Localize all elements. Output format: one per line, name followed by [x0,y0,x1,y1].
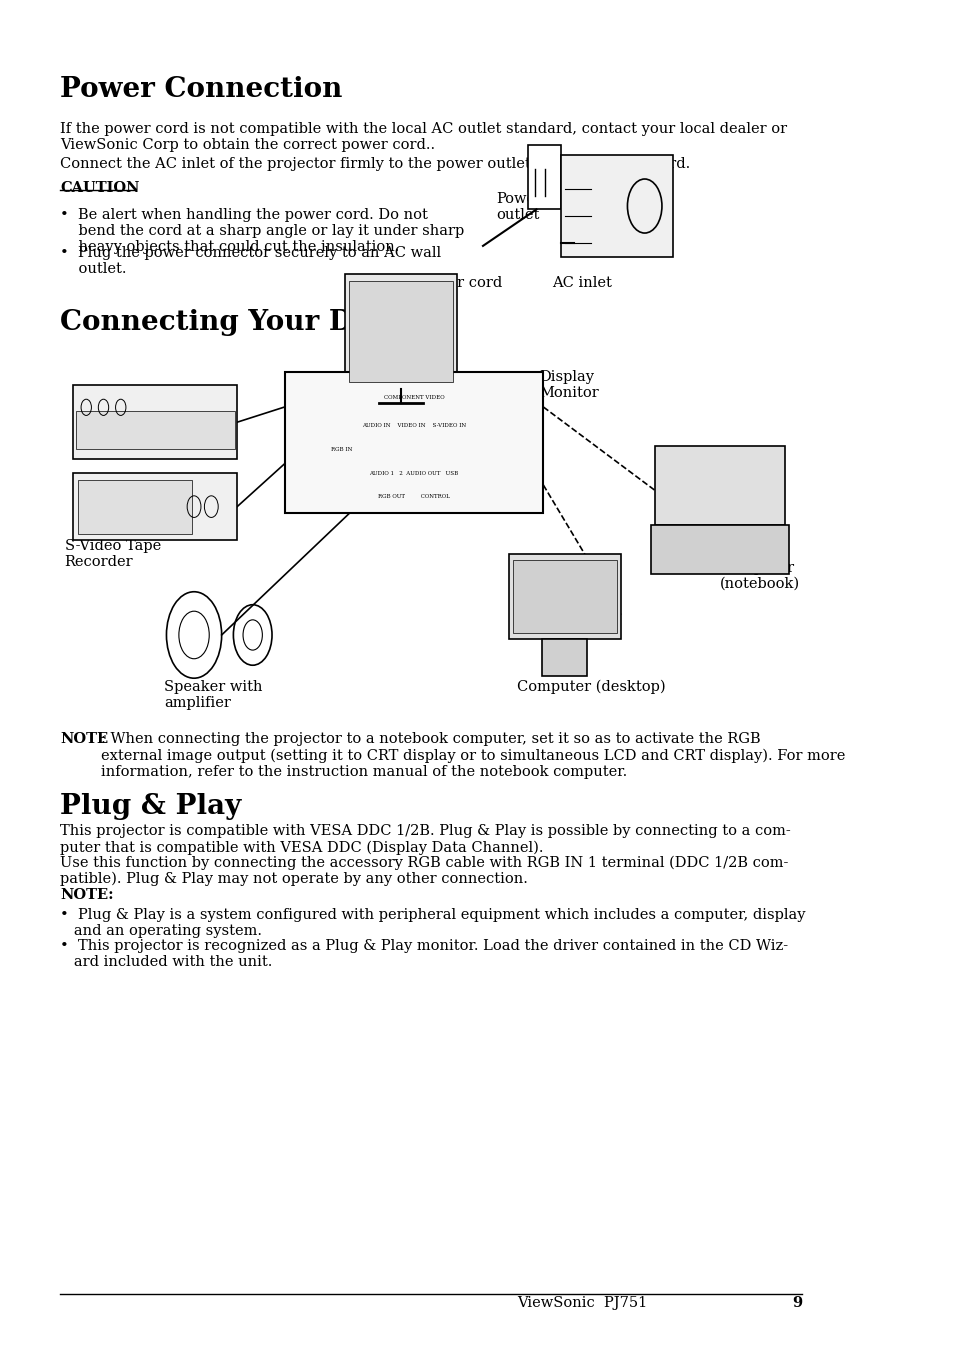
Bar [651,526,788,574]
Bar [77,480,193,534]
Text: •  Plug the power connector securely to an AC wall
    outlet.: • Plug the power connector securely to a… [60,246,441,276]
Text: Power cord: Power cord [417,276,502,289]
Bar [73,473,237,540]
Text: Speaker with
amplifier: Speaker with amplifier [164,680,262,709]
Bar [73,385,237,459]
Text: RGB OUT         CONTROL: RGB OUT CONTROL [377,494,450,499]
Text: CAUTION: CAUTION [60,181,140,195]
Text: Use this function by connecting the accessory RGB cable with RGB IN 1 terminal (: Use this function by connecting the acce… [60,855,788,886]
Text: Display
Monitor: Display Monitor [538,370,598,400]
Text: Power
outlet: Power outlet [496,192,541,222]
Text: Connecting Your Devices: Connecting Your Devices [60,309,448,336]
Text: 9: 9 [791,1297,801,1310]
Bar [76,411,234,449]
Text: Plug & Play: Plug & Play [60,793,241,820]
Text: •  This projector is recognized as a Plug & Play monitor. Load the driver contai: • This projector is recognized as a Plug… [60,939,788,969]
Text: ViewSonic  PJ751: ViewSonic PJ751 [517,1297,647,1310]
Text: S-Video Tape
Recorder: S-Video Tape Recorder [65,539,161,569]
Bar [560,155,672,257]
Text: COMPONENT VIDEO: COMPONENT VIDEO [383,394,444,400]
Bar [542,639,587,676]
Text: AUDIO 1   2  AUDIO OUT   USB: AUDIO 1 2 AUDIO OUT USB [369,471,458,476]
Bar [655,446,784,526]
Text: Computer
(notebook): Computer (notebook) [720,561,800,590]
Bar [349,281,453,382]
Bar [284,372,543,513]
Bar [527,145,560,209]
Bar [513,561,616,634]
Text: Connect the AC inlet of the projector firmly to the power outlet with the power : Connect the AC inlet of the projector fi… [60,157,690,170]
Text: Computer (desktop): Computer (desktop) [517,680,665,694]
Bar [345,274,456,389]
Text: AC inlet: AC inlet [552,276,611,289]
Text: DVD Player: DVD Player [82,481,168,494]
Text: NOTE:: NOTE: [60,888,113,901]
Text: This projector is compatible with VESA DDC 1/2B. Plug & Play is possible by conn: This projector is compatible with VESA D… [60,824,790,855]
Text: AUDIO IN    VIDEO IN    S-VIDEO IN: AUDIO IN VIDEO IN S-VIDEO IN [361,423,466,428]
Text: NOTE: NOTE [60,732,109,746]
Text: •  Be alert when handling the power cord. Do not
    bend the cord at a sharp an: • Be alert when handling the power cord.… [60,208,464,254]
Text: If the power cord is not compatible with the local AC outlet standard, contact y: If the power cord is not compatible with… [60,122,786,151]
Text: •  Plug & Play is a system configured with peripheral equipment which includes a: • Plug & Play is a system configured wit… [60,908,805,938]
Text: Power Connection: Power Connection [60,76,342,103]
Bar [508,554,620,639]
Text: : When connecting the projector to a notebook computer, set it so as to activate: : When connecting the projector to a not… [101,732,844,780]
Text: RGB IN: RGB IN [331,447,352,453]
